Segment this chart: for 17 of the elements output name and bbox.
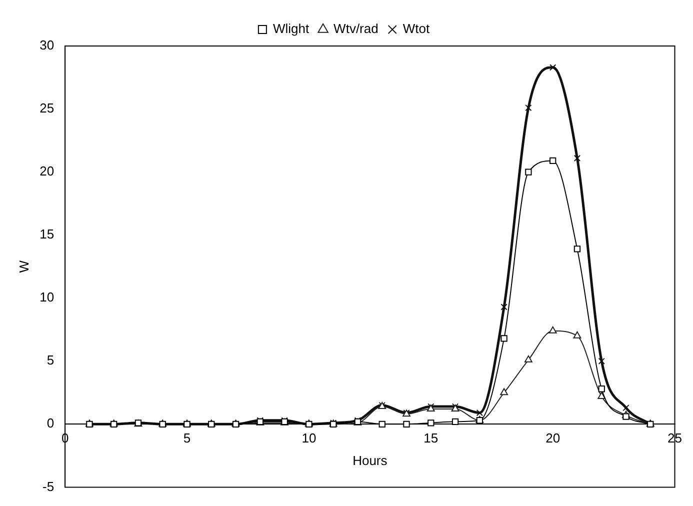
legend-label: Wtot	[402, 21, 430, 36]
legend-label: Wtv/rad	[334, 21, 378, 36]
x-axis-title: Hours	[352, 453, 388, 468]
y-tick-label: 15	[40, 226, 54, 242]
y-tick-label: 30	[40, 38, 54, 53]
y-axis-title: W	[16, 260, 32, 273]
y-tick-label: 20	[40, 164, 54, 179]
y-tick-label: 10	[40, 290, 54, 305]
x-tick-label: 10	[302, 430, 316, 446]
y-tick-label: -5	[42, 478, 54, 494]
y-tick-label: 0	[46, 416, 54, 431]
y-tick-label: 5	[46, 352, 54, 368]
x-tick-label: 5	[183, 430, 191, 446]
y-tick-label: 25	[40, 100, 54, 116]
legend-label: Wlight	[272, 21, 310, 36]
x-tick-label: 20	[546, 430, 560, 446]
x-tick-label: 15	[424, 430, 438, 446]
